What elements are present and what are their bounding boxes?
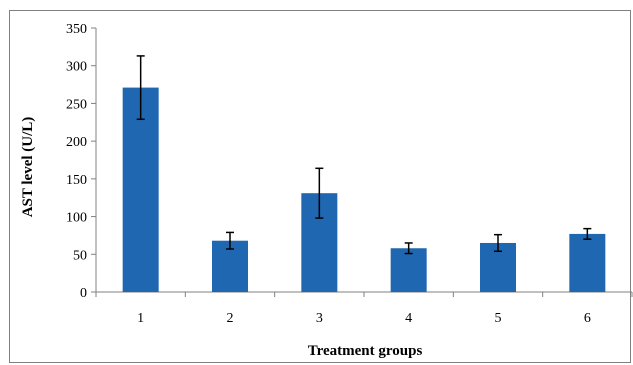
- y-tick-label: 100: [66, 211, 87, 226]
- x-tick-label: 5: [495, 311, 502, 326]
- y-tick-label: 300: [66, 60, 87, 75]
- chart-frame: [9, 10, 631, 363]
- bar: [569, 233, 606, 292]
- y-tick-label: 250: [66, 97, 87, 112]
- y-tick-label: 200: [66, 135, 87, 150]
- x-tick-label: 4: [405, 311, 412, 326]
- bar: [390, 248, 427, 292]
- x-tick-label: 1: [137, 311, 144, 326]
- x-axis-title: Treatment groups: [308, 343, 423, 359]
- y-tick-label: 350: [66, 22, 87, 37]
- y-tick-label: 150: [66, 173, 87, 188]
- plot-area: 0 50 100 150 200 250 300 350 1 2 3 4 5 6: [66, 22, 633, 326]
- x-tick-label: 3: [316, 311, 323, 326]
- x-tick-label: 6: [584, 311, 591, 326]
- y-axis-title: AST level (U/L): [20, 117, 36, 218]
- bar: [122, 87, 159, 293]
- x-tick-label: 2: [227, 311, 234, 326]
- y-tick-label: 0: [80, 286, 87, 301]
- y-tick-label: 50: [73, 248, 87, 263]
